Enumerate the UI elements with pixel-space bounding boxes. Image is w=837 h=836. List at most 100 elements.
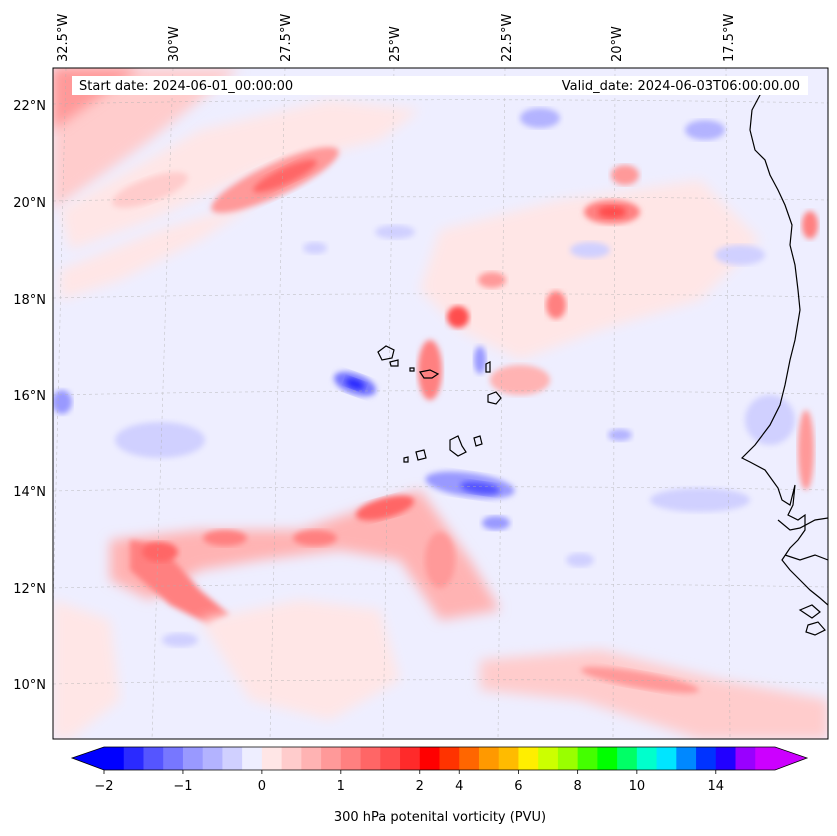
colorbar-tick-label: 0 (258, 779, 266, 794)
cape-verde-island (449, 435, 467, 457)
pv-region (715, 245, 765, 265)
colorbar-cell (400, 747, 421, 770)
pv-region (112, 172, 188, 208)
colorbar-cell (380, 747, 401, 770)
colorbar-tick-label: −1 (173, 779, 192, 794)
pv-region (490, 365, 550, 395)
colorbar-cell (696, 747, 717, 770)
pv-region (345, 378, 365, 390)
colorbar-cell (755, 747, 776, 770)
colorbar-cell (222, 747, 243, 770)
colorbar-tick-label: 8 (574, 779, 582, 794)
gridline-lat (53, 679, 828, 685)
gridlines (53, 68, 828, 739)
colorbar-tick-label: 4 (455, 779, 463, 794)
pv-region (608, 429, 632, 441)
colorbar-cells (104, 747, 776, 770)
colorbar-cell (498, 747, 519, 770)
pv-region (802, 211, 818, 239)
colorbar-cell (735, 747, 756, 770)
colorbar-label: 300 hPa potenital vorticity (PVU) (334, 810, 546, 825)
colorbar-cell (656, 747, 677, 770)
pv-region (474, 346, 486, 374)
pv-region (375, 225, 415, 239)
lat-label: 14°N (13, 485, 46, 500)
pv-region (745, 395, 795, 445)
lon-label: 22.5°W (500, 14, 515, 62)
colorbar-cell (281, 747, 302, 770)
lon-label: 17.5°W (722, 14, 737, 62)
colorbar-tick-label: −2 (94, 779, 113, 794)
pv-region (798, 410, 814, 490)
pv-region (482, 516, 510, 530)
colorbar-cell (478, 747, 500, 770)
cape-verde-island (409, 367, 415, 372)
gridline-lat (53, 486, 828, 492)
pv-region (566, 553, 594, 567)
lat-label: 10°N (13, 678, 46, 693)
lon-label: 27.5°W (279, 14, 294, 62)
lat-label: 12°N (13, 582, 46, 597)
pv-region (110, 490, 500, 620)
pv-region (115, 422, 205, 458)
pv-region (200, 600, 400, 720)
pv-region (425, 532, 455, 588)
coastlines (377, 79, 828, 636)
colorbar-extend-high (775, 747, 807, 770)
colorbar-cell (439, 747, 460, 770)
lon-label: 32.5°W (56, 14, 71, 62)
gridline-lon (151, 68, 174, 739)
pv-region (546, 291, 566, 319)
pv-region (420, 180, 760, 360)
valid-date-label: Valid_date: 2024-06-03T06:00:00.00 (562, 79, 800, 94)
cape-verde-island (403, 456, 409, 463)
gridline-lon (497, 68, 506, 739)
colorbar-cell (321, 747, 342, 770)
gridline-lon (612, 68, 616, 739)
cape-verde-island (377, 345, 395, 361)
colorbar-tick-label: 6 (514, 779, 522, 794)
colorbar-cell (202, 747, 223, 770)
lon-label: 20°W (610, 26, 625, 62)
coastline-detail (805, 621, 826, 636)
colorbar-cell (419, 747, 440, 770)
start-date-label: Start date: 2024-06-01_00:00:00 (79, 79, 293, 94)
colorbar-cell (715, 747, 736, 770)
colorbar-tick-label: 1 (337, 779, 345, 794)
lon-label: 30°W (167, 26, 182, 62)
colorbar-cell (163, 747, 184, 770)
colorbar-cell (360, 747, 381, 770)
pv-region (53, 390, 72, 414)
colorbar-cell (340, 747, 361, 770)
map-frame (52, 67, 829, 740)
colorbar-cell (182, 747, 204, 770)
gridline-lat (53, 390, 828, 396)
pv-region (580, 666, 700, 694)
pv-region (60, 200, 260, 300)
gridline-lon (725, 68, 731, 739)
gridline-lat (53, 583, 828, 589)
pv-region (650, 488, 750, 512)
colorbar-cell (557, 747, 579, 770)
cape-verde-island (419, 369, 440, 379)
lat-label: 20°N (13, 196, 46, 211)
colorbar-cell (301, 747, 322, 770)
lon-label: 25°W (388, 26, 403, 62)
pv-region (142, 542, 178, 562)
colorbar-cell (617, 747, 638, 770)
pv-region (355, 495, 415, 521)
pv-region (478, 272, 506, 288)
longitude-labels: 32.5°W 30°W 27.5°W 25°W 22.5°W 20°W 17.5… (56, 14, 737, 62)
colorbar-cell (143, 747, 164, 770)
colorbar-cell (636, 747, 657, 770)
pv-region (253, 159, 317, 193)
gridline-lon (269, 68, 286, 739)
cape-verde-island (473, 435, 483, 447)
gridline-lon (382, 68, 395, 739)
lat-label: 16°N (13, 389, 46, 404)
colorbar-tick-label: 2 (416, 779, 424, 794)
colorbar-cell (597, 747, 618, 770)
pv-region (611, 165, 639, 185)
colorbar-cell (123, 747, 144, 770)
colorbar-cell (538, 747, 559, 770)
